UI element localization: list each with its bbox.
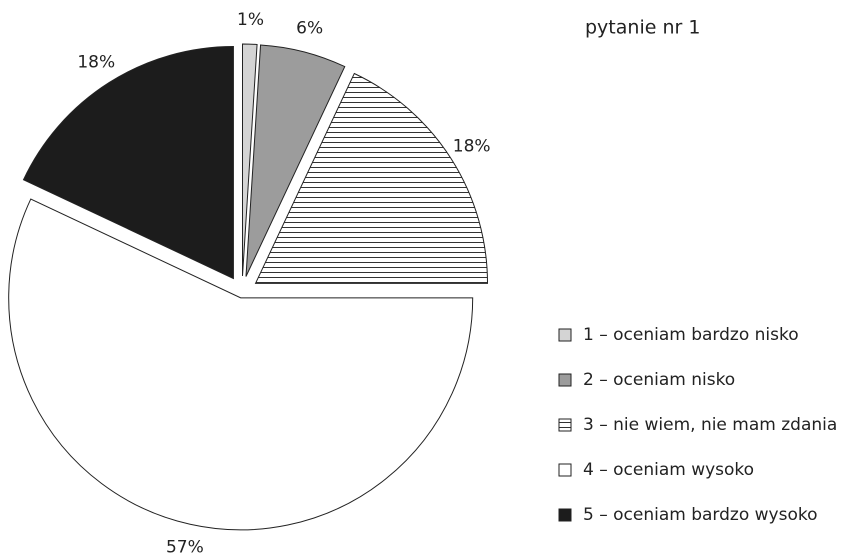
pie-slice (254, 72, 489, 284)
data-label: 18% (77, 52, 115, 72)
legend-marker (558, 463, 572, 477)
pie-slice (22, 45, 234, 280)
data-label: 57% (166, 538, 204, 558)
legend-marker (558, 328, 572, 342)
legend-label: 4 – oceniam wysoko (583, 460, 754, 480)
legend-label: 1 – oceniam bardzo nisko (583, 325, 799, 345)
data-label: 1% (237, 10, 264, 30)
legend-label: 3 – nie wiem, nie mam zdania (583, 415, 837, 435)
legend-label: 5 – oceniam bardzo wysoko (583, 505, 818, 525)
legend-marker (558, 373, 572, 387)
data-label: 18% (453, 136, 491, 156)
data-label: 6% (296, 19, 323, 39)
chart-title: pytanie nr 1 (585, 17, 700, 39)
legend-marker (558, 508, 572, 522)
pie-slice (242, 43, 258, 277)
legend-marker (558, 418, 572, 432)
legend-label: 2 – oceniam nisko (583, 370, 735, 390)
pie-slice (8, 198, 474, 531)
pie-slice (245, 44, 346, 277)
